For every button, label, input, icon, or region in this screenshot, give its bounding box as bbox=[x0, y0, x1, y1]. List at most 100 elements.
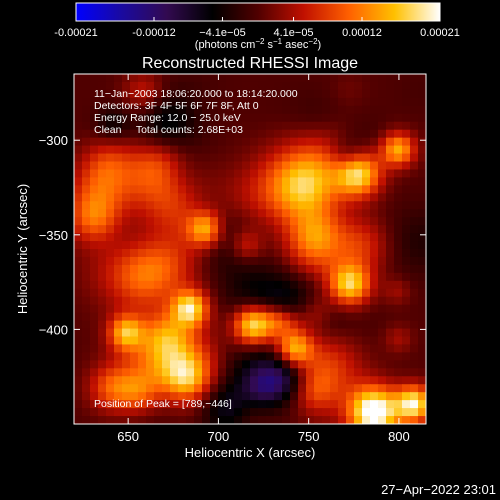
heatmap-cell bbox=[362, 241, 371, 250]
heatmap-cell bbox=[314, 376, 323, 385]
heatmap-cell bbox=[106, 201, 115, 210]
heatmap-cell bbox=[234, 209, 243, 218]
heatmap-cell bbox=[314, 296, 323, 306]
heatmap-cell bbox=[362, 320, 371, 330]
heatmap-cell bbox=[146, 185, 155, 194]
heatmap-cell bbox=[178, 105, 187, 115]
heatmap-cell bbox=[82, 105, 91, 115]
heatmap-cell bbox=[122, 288, 131, 298]
heatmap-cell bbox=[266, 161, 275, 171]
heatmap-cell bbox=[178, 320, 187, 330]
heatmap-cell bbox=[378, 312, 387, 322]
heatmap-cell bbox=[354, 74, 363, 83]
heatmap-cell bbox=[394, 153, 403, 163]
heatmap-cell bbox=[282, 368, 291, 377]
heatmap-cell bbox=[162, 225, 171, 234]
x-tick-label: 650 bbox=[117, 429, 139, 444]
heatmap-cell bbox=[242, 81, 251, 91]
heatmap-cell bbox=[330, 416, 339, 424]
heatmap-cell bbox=[418, 177, 426, 186]
heatmap-cell bbox=[258, 256, 267, 266]
heatmap-cell bbox=[362, 145, 371, 155]
heatmap-cell bbox=[378, 105, 387, 115]
heatmap-cell bbox=[138, 233, 147, 242]
heatmap-cell bbox=[258, 193, 267, 202]
heatmap-cell bbox=[170, 320, 179, 330]
heatmap-cell bbox=[90, 376, 99, 385]
heatmap-cell bbox=[346, 233, 355, 242]
heatmap-cell bbox=[170, 328, 179, 338]
colorbar-tick-label: 0.00012 bbox=[342, 27, 382, 39]
heatmap-cell bbox=[330, 217, 339, 226]
heatmap-cell bbox=[210, 201, 219, 210]
heatmap-cell bbox=[114, 280, 123, 290]
heatmap-cell bbox=[122, 368, 131, 377]
heatmap-cell bbox=[226, 209, 235, 218]
heatmap-cell bbox=[378, 392, 387, 401]
annotation-time-range: 11−Jan−2003 18:06:20.000 to 18:14:20.000 bbox=[94, 88, 298, 100]
heatmap-cell bbox=[250, 97, 259, 107]
heatmap-cell bbox=[122, 89, 131, 99]
heatmap-cell bbox=[386, 312, 395, 322]
heatmap-cell bbox=[194, 336, 203, 346]
heatmap-cell bbox=[178, 288, 187, 298]
heatmap-cell bbox=[114, 241, 123, 250]
heatmap-cell bbox=[186, 256, 195, 266]
heatmap-cell bbox=[74, 209, 83, 218]
heatmap-cell bbox=[322, 161, 331, 171]
heatmap-cell bbox=[394, 217, 403, 226]
heatmap-cell bbox=[402, 376, 411, 385]
heatmap-cell bbox=[194, 320, 203, 330]
heatmap-cell bbox=[418, 137, 426, 147]
heatmap-cell bbox=[370, 225, 379, 234]
heatmap-cell bbox=[418, 81, 426, 91]
heatmap-cell bbox=[410, 376, 419, 385]
heatmap-cell bbox=[338, 360, 347, 369]
heatmap-cell bbox=[218, 113, 227, 123]
heatmap-cell bbox=[170, 209, 179, 218]
heatmap-cell bbox=[178, 336, 187, 346]
heatmap-cell bbox=[258, 97, 267, 107]
heatmap-cell bbox=[154, 264, 163, 274]
heatmap-cell bbox=[202, 225, 211, 234]
heatmap-cell bbox=[298, 185, 307, 194]
heatmap-cell bbox=[322, 312, 331, 322]
heatmap-cell bbox=[346, 121, 355, 131]
heatmap-cell bbox=[330, 105, 339, 115]
heatmap-cell bbox=[146, 352, 155, 361]
heatmap-cell bbox=[418, 304, 426, 314]
heatmap-cell bbox=[410, 249, 419, 258]
heatmap-cell bbox=[226, 272, 235, 282]
heatmap-cell bbox=[370, 336, 379, 346]
heatmap-cell bbox=[242, 97, 251, 107]
heatmap-cell bbox=[274, 320, 283, 330]
heatmap-cell bbox=[250, 384, 259, 393]
heatmap-cell bbox=[186, 328, 195, 338]
heatmap-cell bbox=[130, 400, 139, 409]
heatmap-cell bbox=[234, 320, 243, 330]
heatmap-cell bbox=[354, 328, 363, 338]
heatmap-cell bbox=[234, 97, 243, 107]
heatmap-cell bbox=[146, 304, 155, 314]
heatmap-cell bbox=[378, 145, 387, 155]
heatmap-cell bbox=[194, 145, 203, 155]
heatmap-cell bbox=[386, 161, 395, 171]
heatmap-cell bbox=[90, 320, 99, 330]
heatmap-cell bbox=[298, 304, 307, 314]
heatmap-cell bbox=[114, 225, 123, 234]
heatmap-cell bbox=[346, 129, 355, 139]
heatmap-cell bbox=[346, 336, 355, 346]
heatmap-cell bbox=[338, 81, 347, 91]
heatmap-cell bbox=[298, 368, 307, 377]
heatmap-cell bbox=[210, 169, 219, 178]
heatmap-cell bbox=[298, 209, 307, 218]
heatmap-cell bbox=[234, 416, 243, 424]
heatmap-cell bbox=[74, 233, 83, 242]
heatmap-cell bbox=[362, 312, 371, 322]
heatmap-cell bbox=[210, 296, 219, 306]
heatmap-cell bbox=[410, 272, 419, 282]
heatmap-cell bbox=[338, 352, 347, 361]
heatmap-cell bbox=[114, 209, 123, 218]
heatmap-cell bbox=[410, 241, 419, 250]
heatmap-cell bbox=[122, 392, 131, 401]
